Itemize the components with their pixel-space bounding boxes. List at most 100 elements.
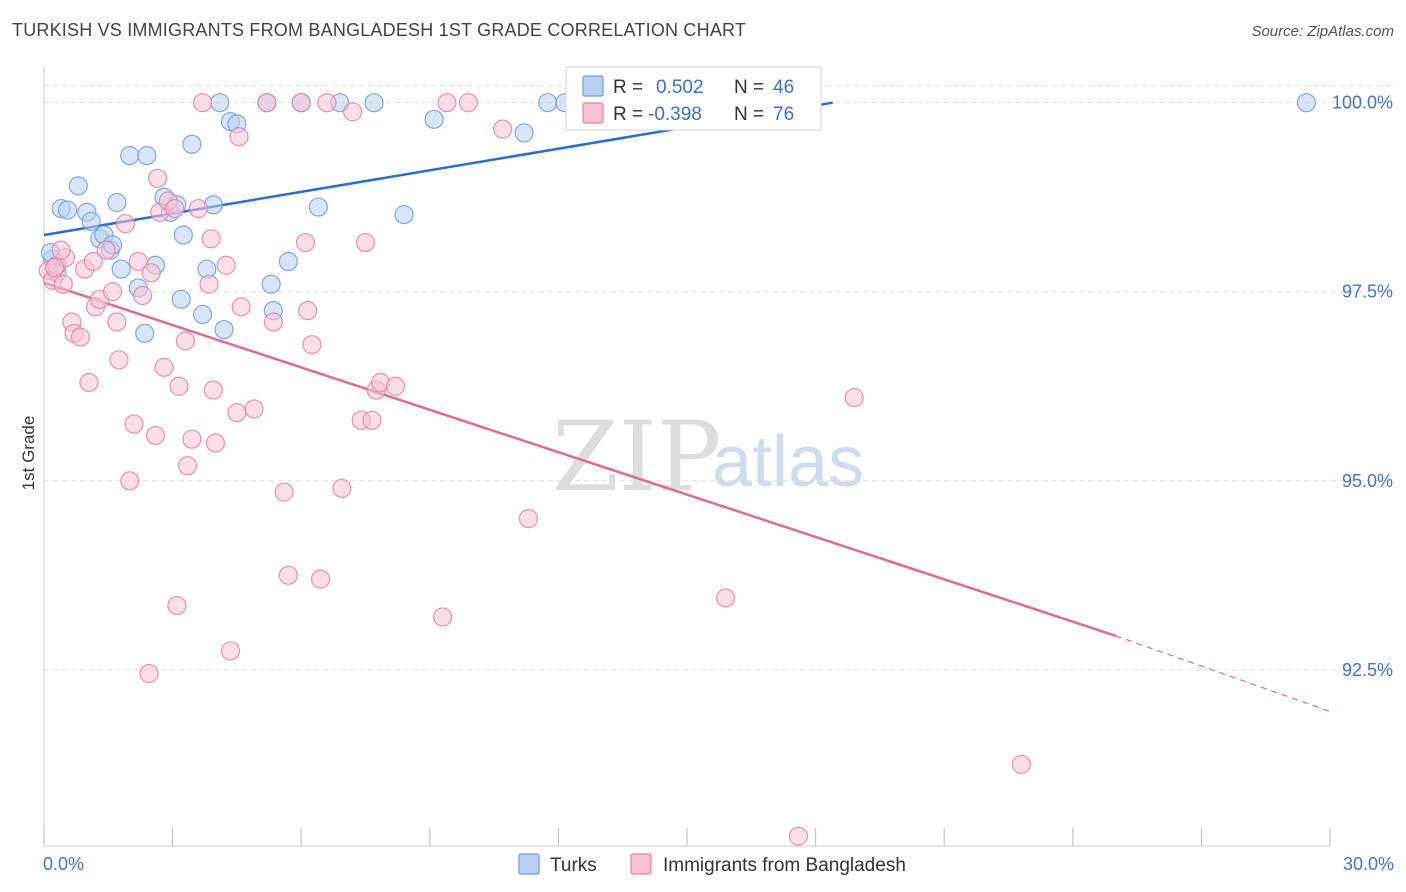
bangladesh-point (79, 372, 99, 393)
y-tick-label: 100.0% (1332, 93, 1393, 113)
bangladesh-point (385, 376, 406, 396)
legend-r-value-turks: 0.502 (656, 77, 704, 98)
legend-r-label: R = (613, 104, 643, 125)
bottom-legend-swatch-bangladesh (630, 853, 652, 875)
bangladesh-point (167, 595, 187, 616)
bottom-legend-label-bangladesh: Immigrants from Bangladesh (663, 855, 906, 876)
bottom-legend-label-turks: Turks (550, 855, 597, 876)
bangladesh-point (458, 93, 478, 113)
turks-point (308, 197, 328, 217)
bangladesh-point (343, 102, 363, 122)
bangladesh-point (317, 93, 337, 113)
bangladesh-point (362, 410, 382, 430)
bangladesh-point (295, 232, 316, 253)
bangladesh-point (132, 285, 153, 306)
turks-point (210, 93, 230, 113)
turks-point (278, 251, 298, 272)
y-tick-label: 95.0% (1342, 471, 1393, 491)
turks-point (538, 93, 558, 113)
turks-point (135, 323, 155, 343)
bangladesh-point (231, 297, 251, 317)
bottom-legend-swatch-turks (518, 853, 540, 875)
bangladesh-point (53, 274, 73, 294)
bangladesh-point (188, 198, 208, 219)
bangladesh-point (45, 257, 65, 278)
bangladesh-point (139, 664, 159, 684)
bangladesh-point (115, 214, 136, 234)
y-tick-label: 97.5% (1342, 282, 1393, 302)
bangladesh-point (332, 478, 352, 498)
bangladesh-point (141, 263, 161, 283)
turks-point (68, 176, 88, 196)
bangladesh-point (788, 826, 809, 846)
bangladesh-point (227, 403, 247, 423)
x-tick-label-min: 0.0% (43, 854, 84, 874)
grid-lines (44, 85, 1395, 671)
bangladesh-point (244, 399, 264, 419)
bangladesh-point (120, 471, 140, 491)
watermark-atlas: atlas (712, 422, 864, 502)
turks-point (173, 225, 193, 245)
y-tick-labels: 92.5% 95.0% 97.5% 100.0% (1332, 93, 1393, 680)
bangladesh-point (229, 127, 249, 147)
turks-point (261, 274, 281, 294)
bangladesh-point (216, 255, 236, 275)
watermark-zip: ZIP (552, 401, 721, 513)
bangladesh-point (355, 232, 376, 253)
bangladesh-point (70, 327, 91, 347)
turks-point (137, 146, 157, 166)
y-tick-label: 92.5% (1342, 660, 1393, 680)
turks-point (107, 192, 127, 213)
bangladesh-point (278, 565, 298, 585)
bangladesh-point (298, 301, 318, 321)
bangladesh-point (310, 569, 331, 589)
turks-point (394, 205, 414, 225)
bangladesh-point (83, 251, 103, 272)
bangladesh-trend-extension (1115, 635, 1331, 713)
axes (43, 66, 1331, 847)
legend-r-value-bangladesh: -0.398 (648, 104, 702, 125)
legend-swatch-turks (582, 75, 604, 97)
bangladesh-point (165, 198, 185, 219)
y-axis-title: 1st Grade (19, 416, 38, 491)
bangladesh-point (257, 93, 277, 113)
bangladesh-point (107, 312, 127, 332)
bangladesh-point (291, 93, 311, 113)
bangladesh-point (433, 607, 453, 627)
bangladesh-point (145, 425, 166, 446)
bangladesh-point (493, 119, 513, 139)
turks-point (514, 123, 534, 143)
turks-point (57, 200, 78, 220)
turks-point (120, 146, 140, 166)
bangladesh-point (154, 357, 174, 377)
bangladesh-point (274, 482, 294, 502)
bangladesh-point (175, 331, 196, 351)
turks-point (193, 304, 213, 325)
bangladesh-point (147, 168, 168, 188)
bangladesh-point (124, 414, 144, 434)
legend-r-label: R = (613, 77, 643, 98)
legend-n-label: N = (734, 77, 764, 98)
turks-point (171, 289, 191, 309)
bangladesh-point (203, 380, 223, 400)
bangladesh-point (128, 251, 148, 272)
turks-point (111, 259, 131, 279)
turks-point (424, 109, 444, 129)
x-tick-label-max: 30.0% (1343, 854, 1394, 874)
bangladesh-point (1011, 754, 1031, 774)
bangladesh-point (51, 240, 71, 260)
bangladesh-point (302, 335, 322, 355)
turks-point (364, 93, 384, 113)
data-points (38, 93, 1317, 846)
bangladesh-point (201, 229, 221, 249)
bangladesh-point (109, 350, 129, 370)
bottom-legend: Turks Immigrants from Bangladesh (518, 853, 906, 876)
turks-point (182, 134, 202, 154)
bangladesh-point (182, 429, 202, 449)
bangladesh-point (96, 240, 116, 260)
stats-legend-box (565, 66, 822, 131)
bangladesh-point (169, 376, 189, 396)
legend-n-label: N = (734, 104, 764, 125)
bangladesh-point (205, 433, 226, 453)
